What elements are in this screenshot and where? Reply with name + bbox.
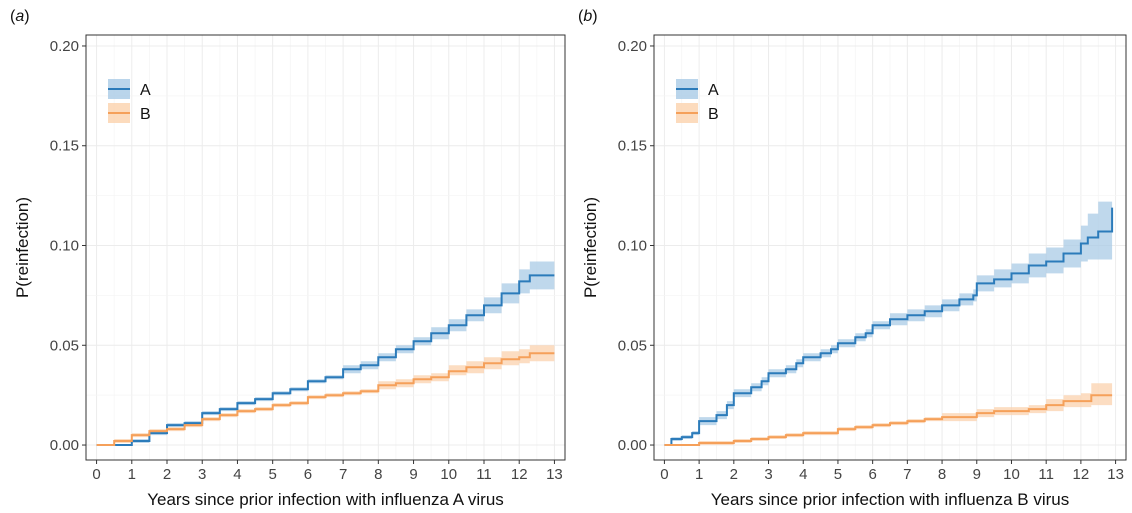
legend-label-b: B [708, 106, 719, 123]
y-tick-label: 0.00 [618, 437, 647, 454]
x-tick-label: 9 [409, 466, 417, 483]
grid-b [654, 35, 1126, 460]
y-tick-label: 0.20 [618, 38, 647, 55]
confidence-band-b [664, 381, 1113, 445]
plot-border-b [653, 34, 1127, 461]
x-tick-label: 0 [660, 466, 668, 483]
y-tick-label: 0.05 [50, 337, 79, 354]
x-tick-label: 7 [339, 466, 347, 483]
x-tick-label: 6 [868, 466, 876, 483]
x-tick-label: 7 [903, 466, 911, 483]
x-tick-label: 11 [476, 466, 492, 483]
y-tick-label: 0.15 [50, 138, 79, 155]
x-tick-label: 3 [764, 466, 772, 483]
legend-label-a: A [708, 82, 719, 99]
x-axis-title-a: Years since prior infection with influen… [147, 490, 504, 509]
x-tick-label: 4 [799, 466, 807, 483]
y-tick-label: 0.10 [618, 238, 647, 255]
legend-b: AB [676, 79, 719, 123]
y-tick-label: 0.15 [618, 138, 647, 155]
x-tick-label: 12 [1073, 466, 1090, 483]
ticks-b: 0 1 2 3 4 5 6 7 8 9 10 11 12 130.000.050.100.150.20 [618, 38, 1124, 483]
x-tick-label: 5 [268, 466, 276, 483]
x-axis-title-b: Years since prior infection with influen… [711, 490, 1069, 509]
x-tick-label: 8 [374, 466, 382, 483]
x-tick-label: 13 [1107, 466, 1124, 483]
x-tick-label: 8 [938, 466, 946, 483]
x-tick-label: 2 [163, 466, 171, 483]
ticks-a: 0 1 2 3 4 5 6 7 8 9 10 11 12 130.000.050.100.150.20 [50, 38, 563, 483]
x-tick-label: 5 [834, 466, 842, 483]
x-tick-label: 4 [233, 466, 241, 483]
x-tick-label: 6 [304, 466, 312, 483]
panel-b-label: (b) [578, 8, 598, 25]
x-tick-label: 13 [546, 466, 563, 483]
panel-a-label: (a) [10, 8, 30, 25]
y-axis-title-a: P(reinfection) [13, 197, 32, 298]
series-line-b [96, 352, 555, 446]
legend-a: AB [108, 79, 151, 123]
x-tick-label: 3 [198, 466, 206, 483]
y-tick-label: 0.20 [50, 38, 79, 55]
y-tick-label: 0.05 [618, 337, 647, 354]
x-tick-label: 9 [973, 466, 981, 483]
legend-label-b: B [140, 106, 151, 123]
series-line-a [664, 207, 1114, 446]
y-tick-label: 0.10 [50, 238, 79, 255]
series-lines-b [664, 207, 1114, 446]
x-tick-label: 12 [511, 466, 528, 483]
series-line-b [664, 394, 1113, 446]
panel-b: (b) 0 1 2 3 4 5 6 7 8 9 10 11 12 130.000.050.100.150.… [578, 8, 1127, 509]
y-tick-label: 0.00 [50, 437, 79, 454]
y-axis-title-b: P(reinfection) [581, 197, 600, 298]
x-tick-label: 1 [128, 466, 136, 483]
plot-border-a [85, 34, 566, 461]
x-tick-label: 10 [1003, 466, 1020, 483]
x-tick-label: 2 [730, 466, 738, 483]
series-lines-a [96, 274, 555, 446]
grid-a [86, 35, 565, 460]
x-tick-label: 10 [440, 466, 457, 483]
x-tick-label: 11 [1038, 466, 1054, 483]
legend-label-a: A [140, 82, 151, 99]
x-tick-label: 1 [695, 466, 703, 483]
panel-a: (a) 0 1 2 3 4 5 6 7 8 9 10 11 12 130.000.050.100.150.… [10, 8, 566, 509]
x-tick-label: 0 [92, 466, 100, 483]
